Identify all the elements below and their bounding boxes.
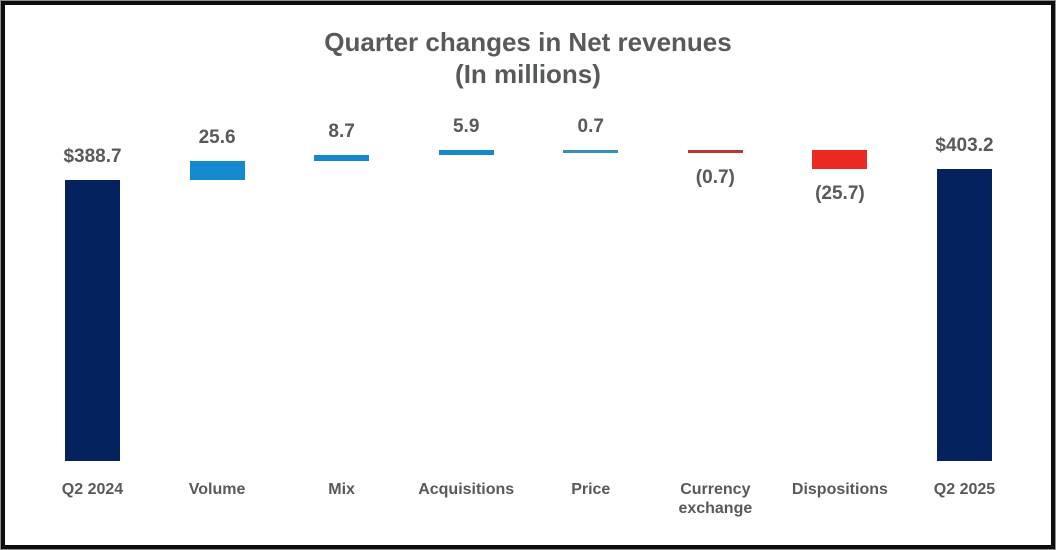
chart-subtitle: (In millions) [455,59,601,89]
category-label-dispositions: Dispositions [791,481,888,498]
value-label-mix: 8.7 [328,120,355,142]
bar-price [563,149,619,153]
chart-title-block: Quarter changes in Net revenues (In mill… [0,26,1056,90]
chart-title: Quarter changes in Net revenues [324,27,732,57]
category-label-q2-2025: Q2 2025 [933,481,996,498]
value-label-price: 0.7 [577,115,604,137]
value-label-currency-exchange: (0.7) [695,166,735,188]
bar-acquisitions [438,150,494,155]
bar-mix [314,154,370,162]
category-label-mix: Mix [328,481,355,498]
bar-q2-2025 [936,169,992,461]
category-label-acquisitions: Acquisitions [418,481,515,498]
bar-q2-2024 [65,179,120,461]
value-label-acquisitions: 5.9 [452,116,480,138]
category-label-currency-exchange: Currency exchange [678,481,753,517]
category-label-volume: Volume [188,481,246,498]
category-label-q2-2024: Q2 2024 [61,481,124,498]
value-label-q2-2025: $403.2 [935,135,994,157]
bar-dispositions [812,150,868,170]
value-label-dispositions: (25.7) [815,183,865,205]
value-label-q2-2024: $388.7 [63,145,122,167]
category-label-price: Price [571,481,611,498]
value-label-volume: 25.6 [198,127,236,149]
bar-volume [189,161,245,180]
bar-currency-exchange [687,149,743,153]
